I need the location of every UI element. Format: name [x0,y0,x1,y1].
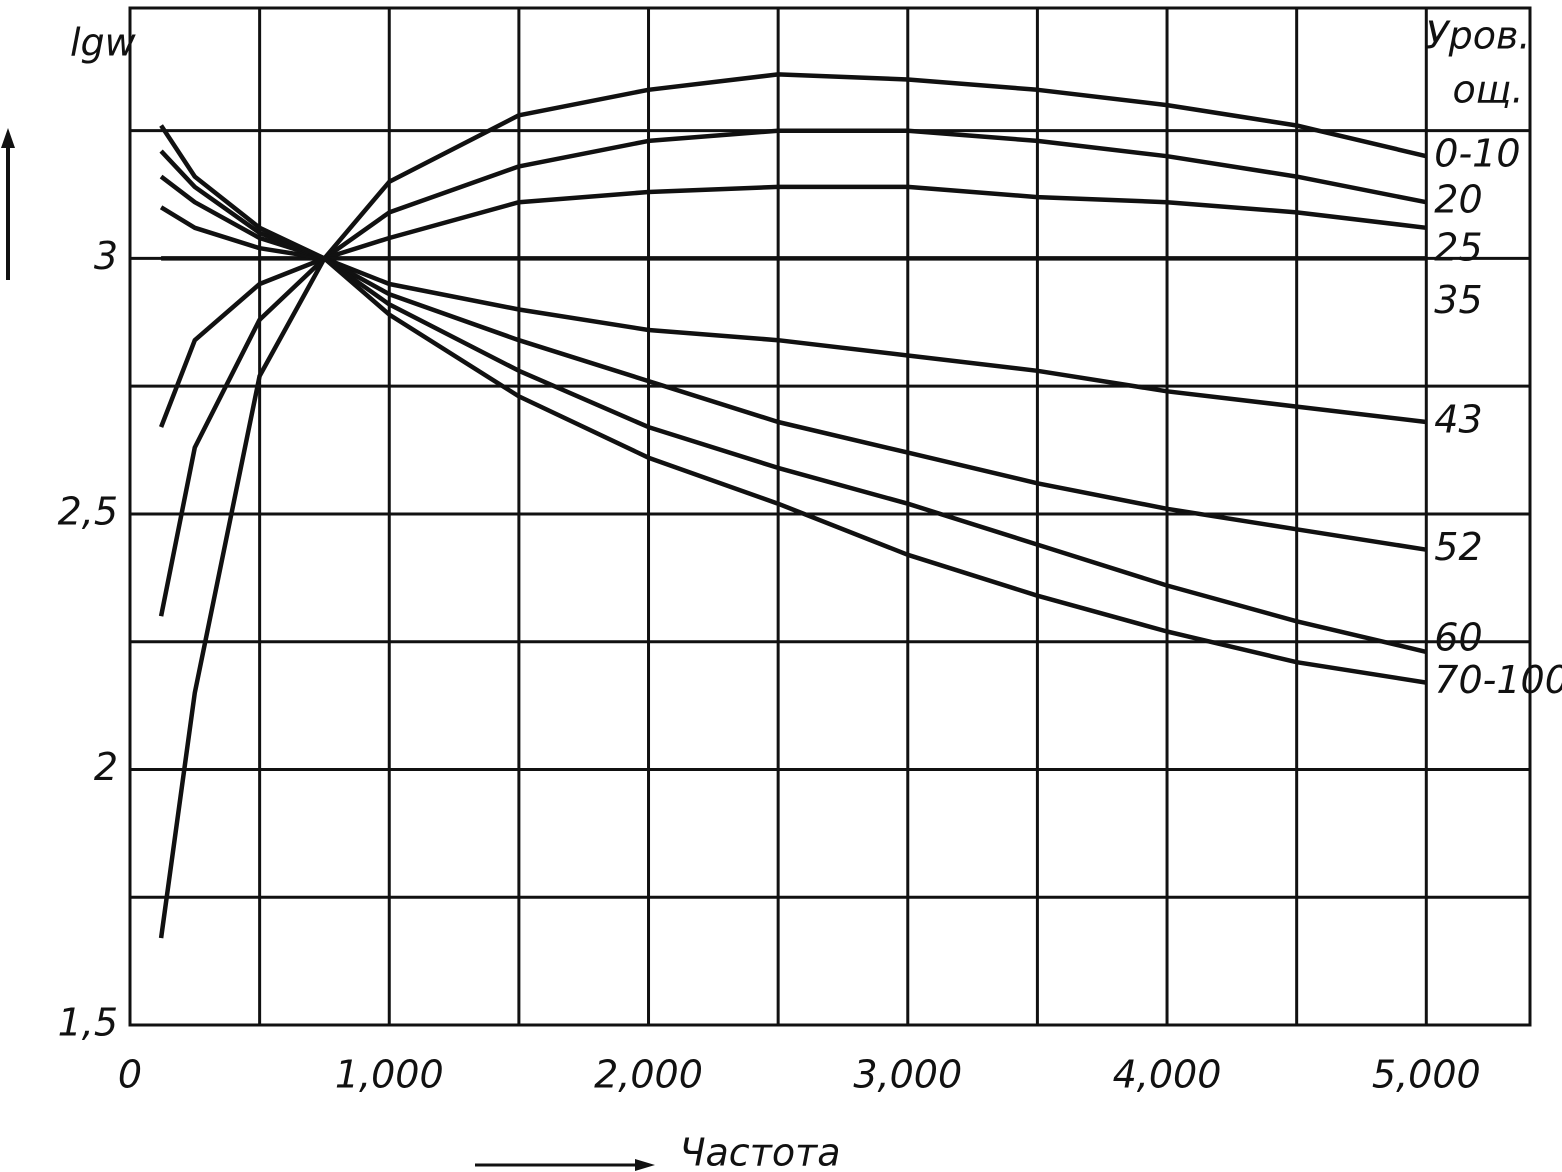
series-label: 20 [1434,178,1482,222]
series-label: 35 [1434,278,1482,322]
curve [159,124,1427,685]
x-tick-label: 3,000 [853,1053,962,1097]
curve [159,184,1427,428]
x-tick-label: 5,000 [1372,1053,1481,1097]
y-tick-label: 2 [94,745,118,789]
series-label: 52 [1434,525,1482,569]
curve [158,128,1427,617]
curve [159,205,1427,425]
y-tick-label: 2,5 [58,489,118,533]
x-tick-label: 2,000 [594,1053,703,1097]
x-tick-label: 4,000 [1113,1053,1222,1097]
plot-frame [128,6,1532,1027]
x-arrowhead [635,1159,655,1171]
y-arrowhead [1,128,15,148]
y-tick-label: 1,5 [58,1001,118,1045]
curve [158,72,1427,939]
series-label: 0-10 [1434,132,1520,176]
legend-title: ощ. [1452,68,1523,112]
legend-title: Уров. [1425,14,1530,58]
series-label: 43 [1434,397,1482,441]
x-tick-label: 1,000 [335,1053,444,1097]
x-axis-label: Частота [679,1131,840,1172]
series-label: 70-100 [1434,658,1562,702]
y-axis-label: lgw [70,21,137,65]
curve [159,174,1427,552]
x-tick-label: 0 [118,1053,142,1097]
series-label: 25 [1434,225,1482,269]
series-label: 60 [1434,615,1482,659]
y-tick-label: 3 [94,234,118,278]
curve [159,149,1427,655]
